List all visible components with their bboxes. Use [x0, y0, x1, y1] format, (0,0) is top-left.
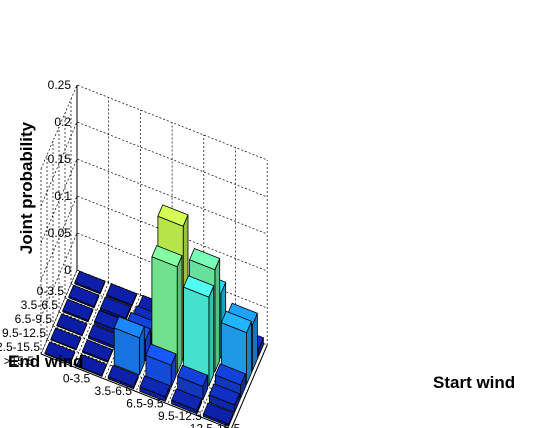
start-wind-tick-label: 0-3.5: [63, 371, 91, 385]
x-axis-line: [40, 353, 231, 428]
bar-top: [157, 204, 189, 227]
bar-top: [189, 248, 221, 271]
end-wind-tick-label: 9.5-12.5: [2, 326, 46, 340]
bar: [208, 383, 240, 413]
z-tick-label: 0: [64, 263, 71, 277]
grid-line: [72, 282, 110, 367]
bar: [202, 402, 234, 427]
chart-tick-labels: 00.050.10.150.20.250-3.53.5-6.56.5-9.59.…: [0, 78, 241, 428]
bar-side: [176, 255, 183, 374]
bar: [151, 245, 183, 374]
end-wind-tick-label: >15.5: [4, 354, 35, 368]
chart-grid: [40, 84, 268, 428]
bar-top: [202, 402, 234, 425]
start-wind-tick-label: 3.5-6.5: [95, 384, 133, 398]
y-axis-label: End wind: [8, 352, 84, 371]
chart-bars: [44, 204, 264, 427]
y-axis-line: [231, 344, 268, 428]
bar: [56, 313, 88, 337]
x-axis-label: Start wind: [433, 373, 515, 392]
bar-top: [220, 310, 252, 334]
bar-top: [208, 383, 240, 406]
z-axis-label: Joint probability: [17, 121, 36, 254]
start-wind-tick-label: 9.5-12.5: [158, 409, 202, 423]
bar-top: [68, 284, 100, 307]
bar-top: [44, 341, 76, 364]
bar: [139, 375, 171, 402]
z-tick-label: 0.15: [48, 152, 72, 166]
bar: [50, 327, 82, 351]
bar: [82, 339, 113, 363]
bar: [44, 341, 76, 365]
z-tick-label: 0.1: [54, 189, 71, 203]
bar-top: [106, 283, 138, 306]
bar: [106, 283, 138, 307]
bar-top: [62, 298, 94, 321]
bar: [171, 388, 203, 415]
bar-top: [214, 363, 246, 386]
bar: [107, 364, 139, 390]
bar: [68, 284, 100, 309]
start-wind-tick-label: 6.5-9.5: [126, 396, 164, 410]
bar-side: [214, 258, 221, 373]
z-tick-label: 0.2: [54, 115, 71, 129]
z-tick-label: 0.25: [48, 78, 72, 92]
bar-top: [113, 316, 145, 339]
end-wind-tick-label: 12.5-15.5: [0, 340, 40, 354]
bar-top: [107, 364, 139, 388]
bar: [76, 353, 107, 377]
bar-top: [151, 245, 183, 268]
bar-top: [171, 388, 203, 411]
bar-top: [82, 339, 113, 362]
bar-top: [226, 302, 258, 325]
end-wind-tick-label: 0-3.5: [37, 284, 65, 298]
bar: [183, 275, 215, 387]
end-wind-tick-label: 6.5-9.5: [15, 312, 53, 326]
bar-top: [50, 327, 82, 350]
bar: [74, 270, 106, 295]
bar-top: [100, 296, 132, 319]
bar: [62, 298, 94, 323]
bar-top: [177, 364, 209, 387]
z-tick-label: 0.05: [48, 226, 72, 240]
bar-side: [208, 285, 215, 387]
end-wind-tick-label: 3.5-6.5: [21, 298, 59, 312]
bar-top: [76, 353, 107, 377]
bar-top: [56, 313, 88, 336]
bar: [113, 316, 145, 376]
bar-top: [183, 275, 215, 298]
start-wind-tick-label: 12.5-15.5: [190, 421, 241, 428]
bar-top: [145, 343, 177, 366]
bar-top: [139, 375, 171, 398]
bar-top: [74, 270, 106, 293]
